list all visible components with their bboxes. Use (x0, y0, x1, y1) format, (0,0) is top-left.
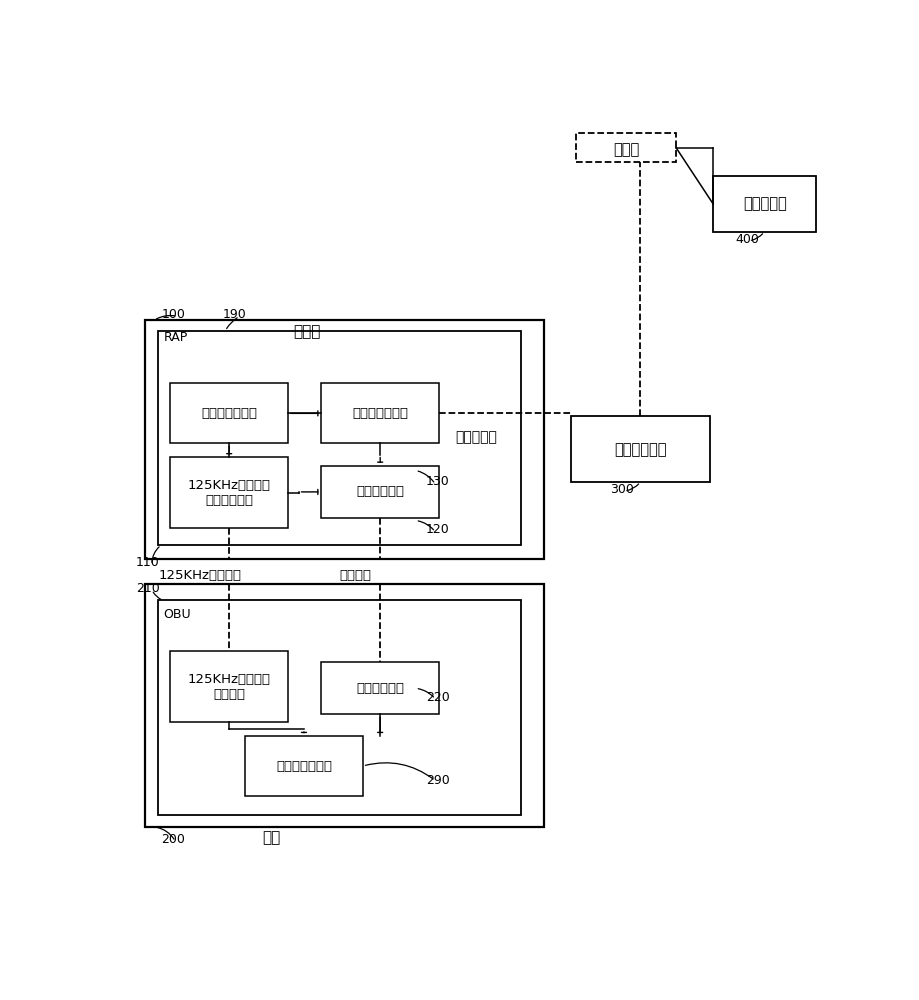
Bar (571, 416, 709, 482)
Text: 290: 290 (425, 774, 449, 787)
Text: 第二微控制单元: 第二微控制单元 (276, 760, 332, 773)
Text: 100: 100 (162, 308, 186, 321)
Text: 第一微控制单元: 第一微控制单元 (201, 407, 257, 420)
Bar (322, 383, 439, 443)
Text: 第二蓝牙模块: 第二蓝牙模块 (357, 682, 404, 695)
Bar (158, 331, 521, 545)
Bar (322, 662, 439, 714)
Text: 广域网: 广域网 (613, 142, 640, 157)
Bar (713, 176, 816, 232)
Bar (170, 457, 288, 528)
Text: 后台服务器: 后台服务器 (743, 196, 787, 211)
Bar (170, 651, 288, 722)
Text: 车辆: 车辆 (263, 830, 280, 845)
Bar (145, 320, 544, 559)
Bar (170, 383, 288, 443)
Text: 广域传感网: 广域传感网 (456, 430, 497, 444)
Bar (322, 466, 439, 518)
Bar (158, 600, 521, 815)
Text: 300: 300 (610, 483, 634, 496)
Text: 400: 400 (735, 233, 759, 246)
Text: 130: 130 (425, 475, 449, 488)
Text: 200: 200 (162, 833, 186, 846)
Bar (576, 133, 676, 162)
Text: 120: 120 (425, 523, 449, 536)
Text: 110: 110 (136, 556, 160, 569)
Bar (145, 584, 544, 827)
Text: 广域传感网关: 广域传感网关 (614, 442, 666, 457)
Text: 第一蓝牙模块: 第一蓝牙模块 (357, 485, 404, 498)
Text: 190: 190 (222, 308, 246, 321)
Text: 广域传感网模块: 广域传感网模块 (352, 407, 408, 420)
Text: RAP: RAP (164, 331, 187, 344)
Bar (245, 736, 363, 796)
Text: OBU: OBU (164, 608, 191, 621)
Text: 125KHz低频唤醒
接收电路: 125KHz低频唤醒 接收电路 (187, 673, 271, 701)
Text: 125KHz低频信号: 125KHz低频信号 (159, 569, 242, 582)
Text: 210: 210 (136, 582, 160, 595)
Text: 220: 220 (425, 691, 449, 704)
Text: 125KHz低频唤醒
信号发射电路: 125KHz低频唤醒 信号发射电路 (187, 479, 271, 507)
Text: 蓝牙信号: 蓝牙信号 (340, 569, 371, 582)
Text: 停车位: 停车位 (293, 324, 321, 339)
